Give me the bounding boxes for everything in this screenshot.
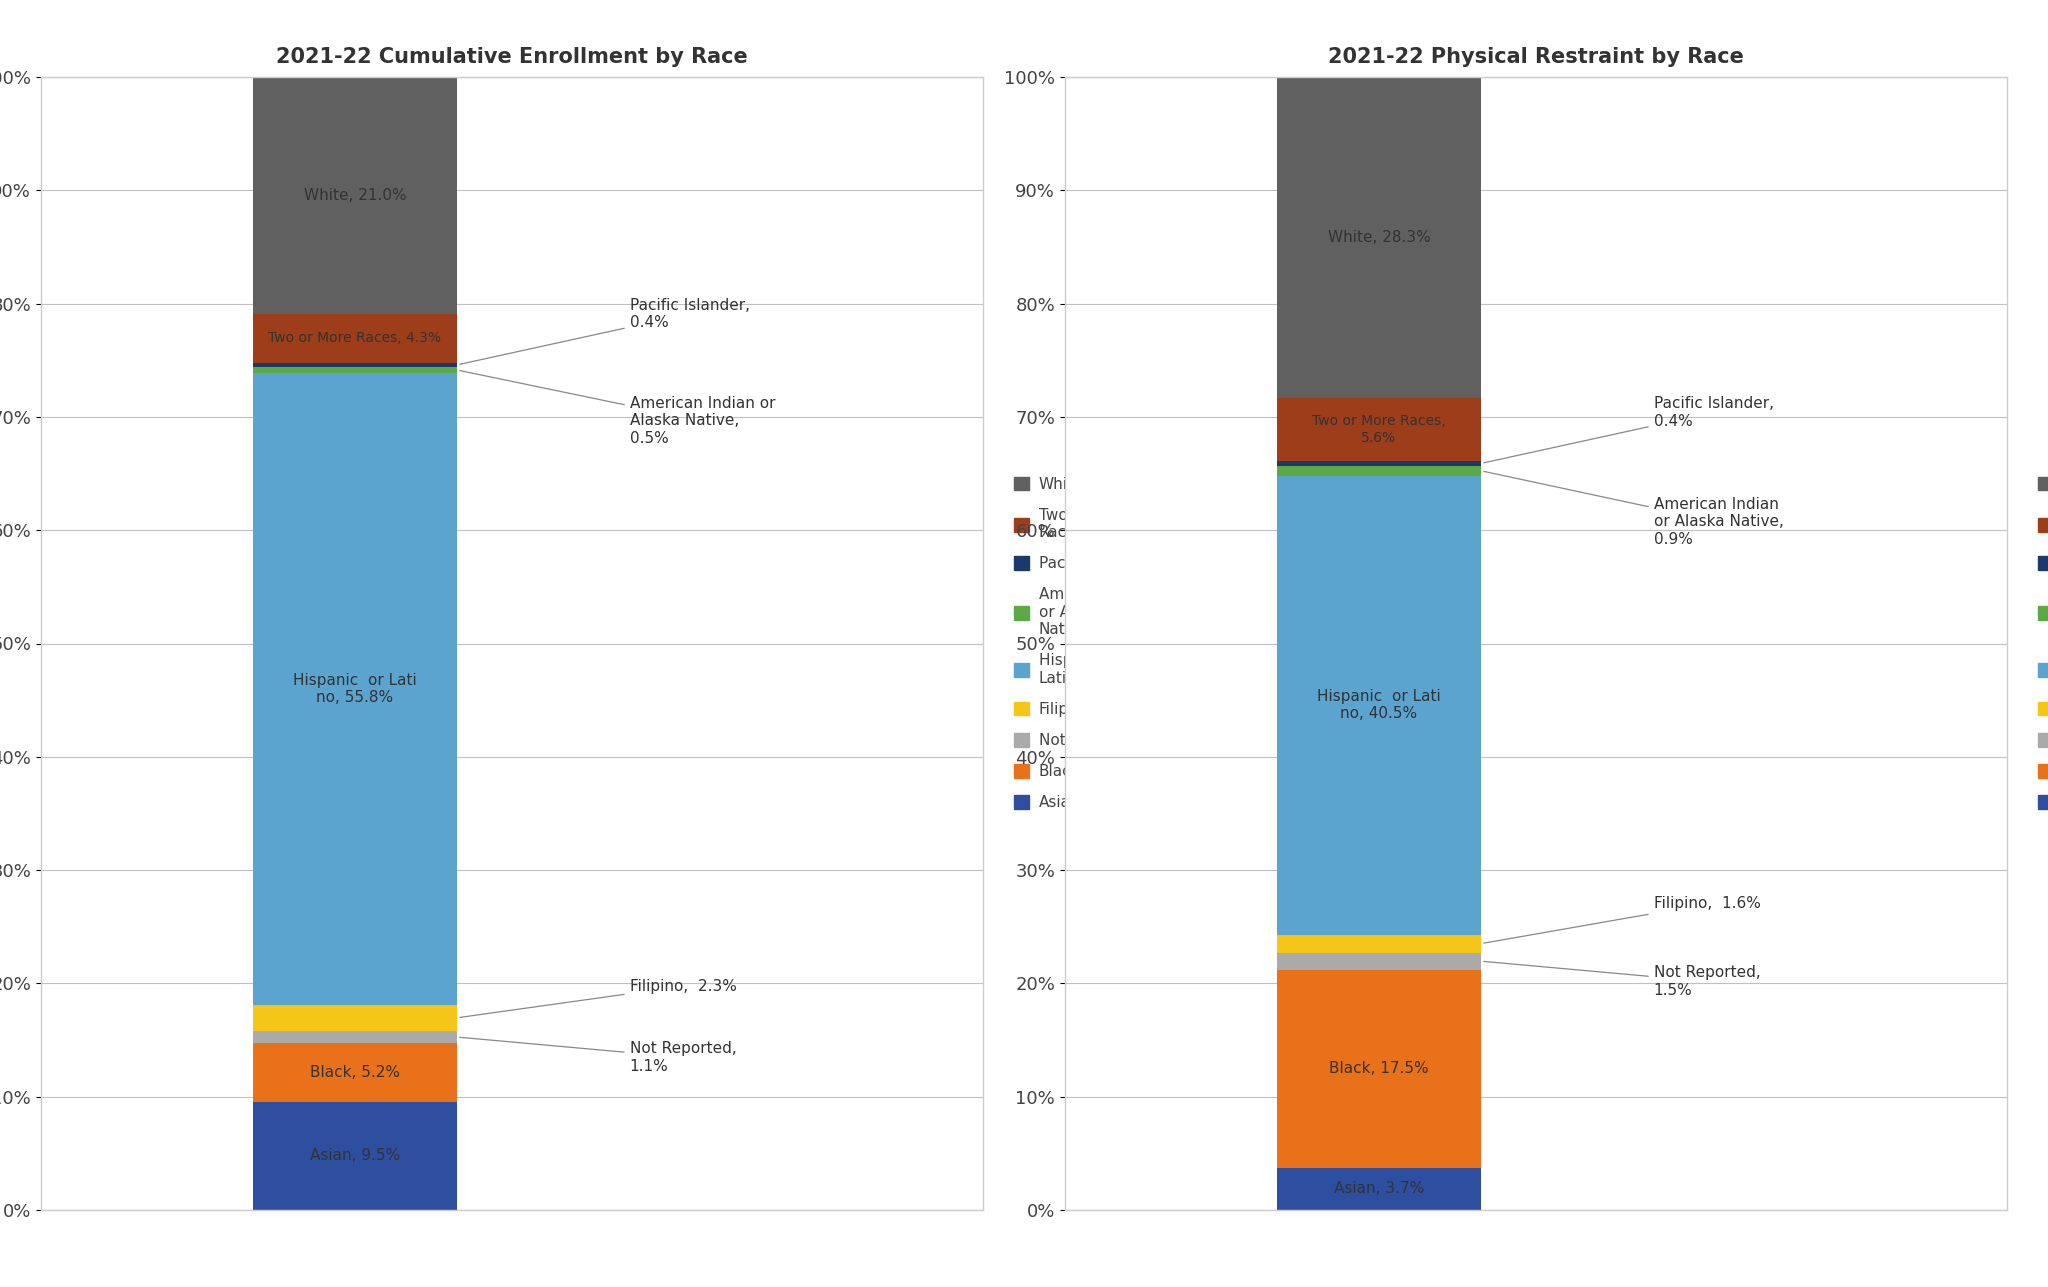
Text: Asian, 9.5%: Asian, 9.5% — [309, 1148, 399, 1163]
Bar — [254, 314, 457, 363]
Title: 2021-22 Physical Restraint by Race: 2021-22 Physical Restraint by Race — [1327, 48, 1745, 67]
Text: American Indian
or Alaska Native,
0.9%: American Indian or Alaska Native, 0.9% — [1483, 471, 1784, 547]
Text: Filipino,  2.3%: Filipino, 2.3% — [461, 978, 737, 1018]
Bar — [254, 373, 457, 1005]
Bar — [1278, 398, 1481, 461]
Legend: White, Two or More
Races, Pacific Islander, American Indian
or Alaska
Native, Hi: White, Two or More Races, Pacific Island… — [2034, 472, 2048, 815]
Bar — [1278, 952, 1481, 969]
Bar — [254, 1044, 457, 1102]
Bar — [254, 367, 457, 373]
Bar — [254, 1031, 457, 1044]
Text: Hispanic  or Lati
no, 40.5%: Hispanic or Lati no, 40.5% — [1317, 689, 1442, 722]
Bar — [254, 1005, 457, 1031]
Text: Asian, 3.7%: Asian, 3.7% — [1333, 1181, 1423, 1197]
Bar — [1278, 466, 1481, 476]
Bar — [254, 363, 457, 367]
Text: White, 28.3%: White, 28.3% — [1327, 230, 1430, 245]
Bar — [1278, 934, 1481, 952]
Text: American Indian or
Alaska Native,
0.5%: American Indian or Alaska Native, 0.5% — [459, 371, 776, 445]
Text: Not Reported,
1.1%: Not Reported, 1.1% — [461, 1037, 737, 1073]
Bar — [1278, 1167, 1481, 1210]
Text: Black, 17.5%: Black, 17.5% — [1329, 1062, 1430, 1076]
Text: Black, 5.2%: Black, 5.2% — [309, 1066, 399, 1080]
Bar — [1278, 476, 1481, 934]
Bar — [254, 76, 457, 314]
Text: Pacific Islander,
0.4%: Pacific Islander, 0.4% — [1483, 396, 1774, 463]
Text: Two or More Races,
5.6%: Two or More Races, 5.6% — [1313, 414, 1446, 444]
Title: 2021-22 Cumulative Enrollment by Race: 2021-22 Cumulative Enrollment by Race — [276, 48, 748, 67]
Legend: White, Two or More
Races, Pacific Islander, American Indian
or Alaska
Native, Hi: White, Two or More Races, Pacific Island… — [1010, 472, 1167, 815]
Text: Hispanic  or Lati
no, 55.8%: Hispanic or Lati no, 55.8% — [293, 673, 418, 705]
Text: Two or More Races, 4.3%: Two or More Races, 4.3% — [268, 331, 442, 345]
Text: Not Reported,
1.5%: Not Reported, 1.5% — [1485, 961, 1761, 997]
Bar — [1278, 77, 1481, 398]
Text: Pacific Islander,
0.4%: Pacific Islander, 0.4% — [459, 297, 750, 364]
Text: Filipino,  1.6%: Filipino, 1.6% — [1485, 897, 1761, 943]
Bar — [1278, 461, 1481, 466]
Bar — [1278, 969, 1481, 1167]
Text: White, 21.0%: White, 21.0% — [303, 188, 406, 202]
Bar — [254, 1102, 457, 1210]
